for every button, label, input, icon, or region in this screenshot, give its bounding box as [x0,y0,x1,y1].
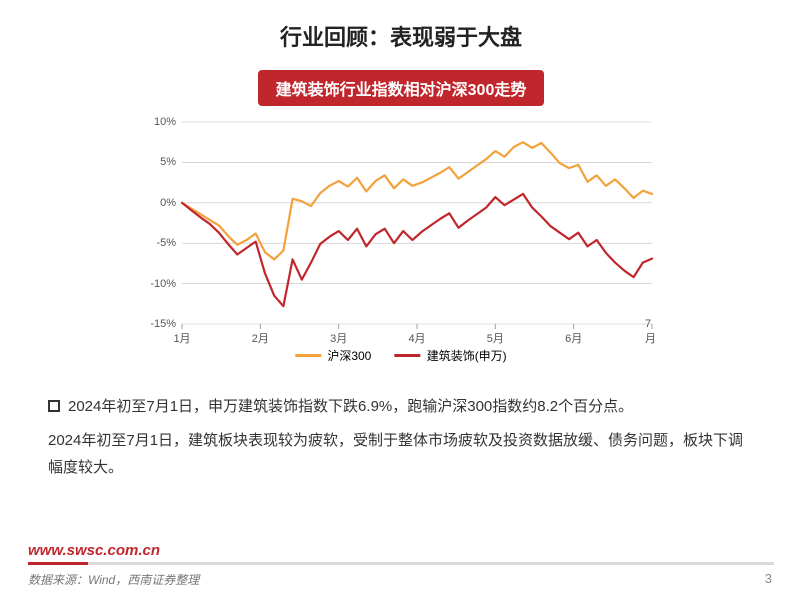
legend-swatch-hs300 [295,354,321,357]
x-tick-label: 2月 [252,330,269,346]
y-tick-label: -15% [150,318,176,330]
paragraph-2-text: 2024年初至7月1日，建筑板块表现较为疲软，受制于整体市场疲软及投资数据放缓、… [48,432,743,475]
x-tick-label: 1月 [173,330,190,346]
line-chart: 沪深300 建筑装饰(申万) 10% 5% 0% -5% -10% -15%1月 2月 3月 4… [136,114,666,364]
legend-item-construction: 建筑装饰(申万) [395,347,507,364]
x-tick-label: 6月 [565,330,582,346]
subtitle-wrap: 建筑装饰行业指数相对沪深300走势 [0,70,802,106]
chart-subtitle: 建筑装饰行业指数相对沪深300走势 [258,70,545,106]
x-tick-label: 4月 [408,330,425,346]
page-title: 行业回顾：表现弱于大盘 [0,0,802,52]
bullet-icon [48,400,60,412]
footer: www.swsc.com.cn 数据来源：Wind，西南证券整理 [0,542,802,588]
y-tick-label: 10% [154,116,176,128]
x-tick-label: 5月 [487,330,504,346]
slide: 行业回顾：表现弱于大盘 建筑装饰行业指数相对沪深300走势 沪深300 建筑装饰… [0,0,802,602]
y-tick-label: -5% [156,237,176,249]
chart-legend: 沪深300 建筑装饰(申万) [285,346,516,364]
y-tick-label: 0% [160,197,176,209]
x-tick-label: 3月 [330,330,347,346]
legend-swatch-construction [395,354,421,357]
x-tick-label: 7月 [645,318,659,346]
chart-svg [136,114,666,364]
legend-label-hs300: 沪深300 [327,347,371,364]
paragraph-2: 2024年初至7月1日，建筑板块表现较为疲软，受制于整体市场疲软及投资数据放缓、… [48,428,754,481]
y-tick-label: 5% [160,156,176,168]
paragraph-1: 2024年初至7月1日，申万建筑装饰指数下跌6.9%，跑输沪深300指数约8.2… [48,394,754,420]
body-text: 2024年初至7月1日，申万建筑装饰指数下跌6.9%，跑输沪深300指数约8.2… [0,364,802,481]
legend-label-construction: 建筑装饰(申万) [427,347,507,364]
footer-bar [28,562,774,565]
footer-source: 数据来源：Wind，西南证券整理 [28,571,774,588]
legend-item-hs300: 沪深300 [295,347,371,364]
paragraph-1-text: 2024年初至7月1日，申万建筑装饰指数下跌6.9%，跑输沪深300指数约8.2… [68,398,633,415]
footer-url: www.swsc.com.cn [28,542,774,559]
page-number: 3 [765,571,772,586]
y-tick-label: -10% [150,278,176,290]
